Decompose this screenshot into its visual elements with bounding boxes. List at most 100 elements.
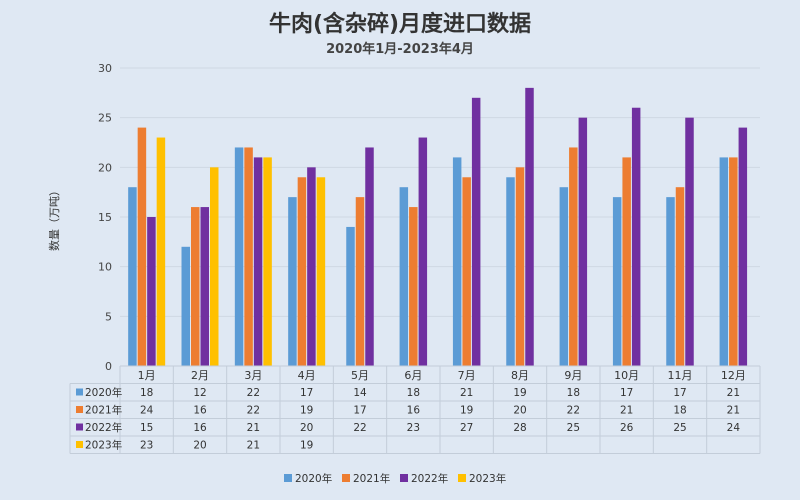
y-tick-label: 0	[105, 360, 112, 373]
legend-label: 2021年	[353, 472, 390, 485]
table-cell: 18	[407, 387, 420, 399]
bar	[578, 117, 588, 367]
bar	[263, 157, 272, 366]
table-legend-swatch	[76, 406, 83, 413]
bar	[147, 217, 156, 366]
table-cell: 20	[513, 405, 526, 417]
table-cell: 21	[247, 422, 260, 434]
y-tick-label: 30	[98, 62, 112, 75]
bars	[128, 87, 748, 367]
x-tick-label: 2月	[191, 369, 209, 382]
bar	[471, 97, 481, 367]
table-cell: 18	[673, 405, 686, 417]
table-legend-swatch	[76, 388, 83, 396]
table-cell: 16	[407, 405, 421, 417]
x-tick-label: 9月	[564, 369, 582, 382]
y-tick-labels: 0 5 10 15 20 25 30	[98, 62, 112, 373]
bar	[612, 197, 622, 366]
table-cell: 16	[193, 422, 207, 434]
table-series-label: 2021年	[85, 404, 122, 417]
bar	[355, 197, 365, 366]
legend-swatch	[458, 474, 466, 482]
table-cell: 25	[673, 422, 686, 434]
legend: 2020年 2021年 2022年 2023年	[284, 472, 506, 485]
bar	[346, 226, 355, 366]
table-cell: 23	[140, 440, 153, 452]
table-cell: 20	[193, 440, 206, 452]
x-tick-label: 3月	[244, 369, 262, 382]
bar	[525, 87, 534, 366]
x-tick-label: 1月	[138, 369, 156, 382]
table-cell: 26	[620, 422, 634, 434]
bar	[569, 147, 578, 366]
data-table: 1月 2月 3月 4月 5月 6月 7月 8月 9月 10月 11月 12月 2020年 18 12 22 17…	[69, 365, 761, 454]
bar	[515, 167, 525, 366]
bar	[191, 207, 200, 366]
bar	[244, 147, 253, 366]
table-cell: 21	[247, 440, 260, 452]
table-cell: 21	[460, 387, 473, 399]
table-legend-swatch	[76, 423, 83, 431]
x-tick-label: 7月	[458, 369, 476, 382]
table-cell: 18	[140, 387, 153, 399]
y-tick-label: 20	[98, 161, 112, 174]
table-cell: 25	[567, 422, 580, 434]
table-series-label: 2022年	[85, 421, 122, 434]
bar	[409, 207, 418, 366]
table-cell: 16	[193, 405, 207, 417]
bar	[288, 197, 297, 366]
y-tick-label: 10	[98, 261, 112, 274]
table-cell: 22	[353, 422, 366, 434]
bar	[738, 127, 748, 366]
table-cell: 21	[727, 387, 740, 399]
table-cell: 17	[300, 387, 313, 399]
bar	[137, 127, 147, 366]
bar	[365, 147, 374, 366]
x-tick-label: 4月	[298, 369, 316, 382]
bar	[675, 187, 685, 366]
bar	[156, 137, 166, 366]
table-series-label: 2023年	[85, 439, 122, 452]
bar	[506, 177, 515, 366]
table-cell: 21	[727, 405, 740, 417]
table-legend-swatch	[76, 441, 83, 448]
table-cell: 17	[620, 387, 633, 399]
bar	[666, 197, 675, 366]
bar	[622, 157, 631, 366]
legend-label: 2023年	[469, 472, 506, 485]
legend-label: 2020年	[295, 472, 332, 485]
bar	[316, 177, 326, 366]
chart-subtitle: 2020年1月-2023年4月	[326, 41, 474, 57]
table-cell: 17	[673, 387, 686, 399]
bar	[234, 147, 244, 366]
table-cell: 19	[300, 405, 313, 417]
legend-label: 2022年	[411, 472, 448, 485]
bar	[297, 177, 307, 366]
table-cell: 17	[353, 405, 366, 417]
table-cell: 22	[567, 405, 580, 417]
bar	[181, 246, 190, 366]
x-tick-label: 6月	[404, 369, 422, 382]
table-cell: 24	[727, 422, 741, 434]
bar	[719, 157, 729, 366]
table-cell: 22	[247, 405, 260, 417]
y-tick-label: 25	[98, 112, 112, 125]
x-tick-label: 12月	[721, 369, 746, 382]
table-cell: 12	[193, 387, 206, 399]
table-cell: 19	[513, 387, 526, 399]
x-tick-label: 8月	[511, 369, 529, 382]
bar	[418, 137, 428, 366]
table-cell: 23	[407, 422, 420, 434]
table-cell: 27	[460, 422, 473, 434]
table-cell: 19	[300, 440, 313, 452]
table-cell: 28	[513, 422, 526, 434]
table-cell: 24	[140, 405, 154, 417]
legend-swatch	[400, 474, 408, 482]
y-tick-label: 15	[98, 211, 112, 224]
bar	[559, 187, 569, 366]
table-cell: 20	[300, 422, 313, 434]
chart-title: 牛肉(含杂碎)月度进口数据	[269, 11, 531, 37]
bar	[685, 117, 694, 367]
